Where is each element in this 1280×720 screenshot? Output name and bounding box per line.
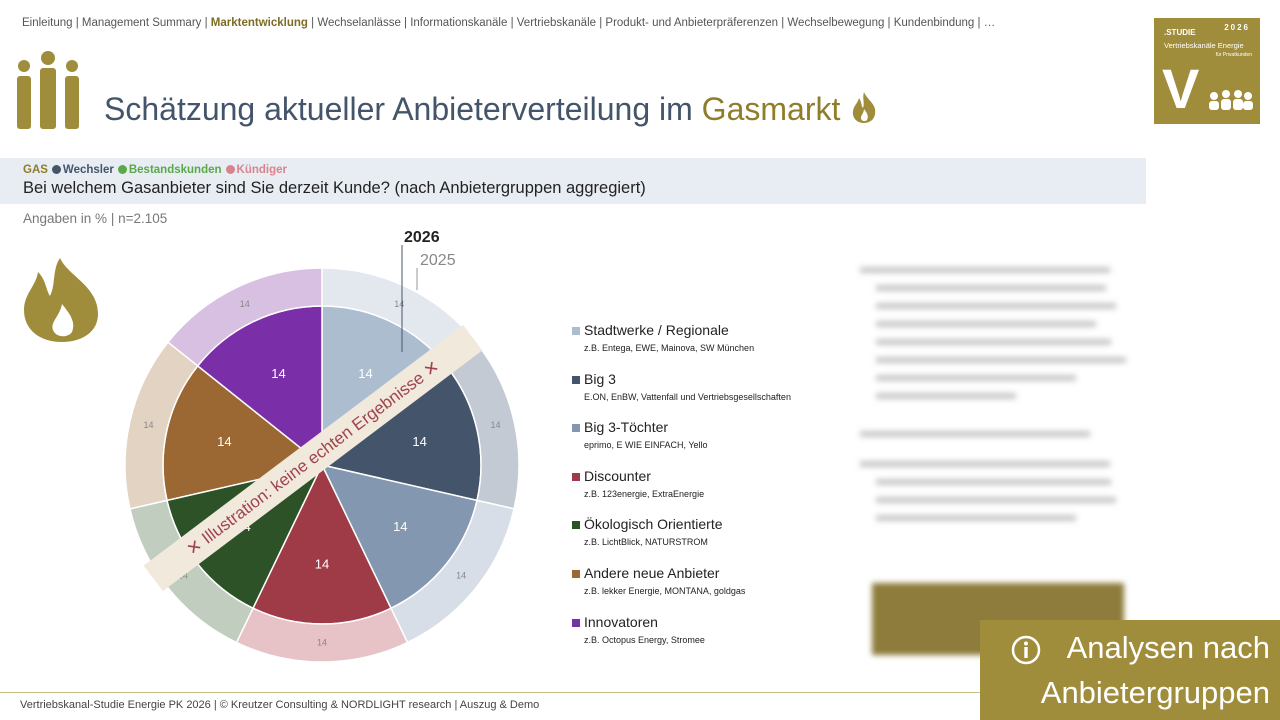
legend-label: Ökologisch Orientierte: [584, 516, 723, 533]
footer: Vertriebskanal-Studie Energie PK 2026 | …: [20, 699, 540, 711]
legend-label: Big 3: [584, 370, 616, 387]
legend-item: Big 3 E.ON, EnBW, Vattenfall und Vertrieb…: [572, 371, 791, 420]
legend-label: Innovatoren: [584, 613, 658, 630]
filter-dot: [51, 165, 61, 174]
cta-line: Analysen nach: [1066, 630, 1270, 665]
logo-people: [1209, 90, 1253, 110]
legend-example: E.ON, EnBW, Vattenfall und Vertriebsgese…: [584, 391, 791, 402]
footer-rule: [0, 692, 980, 693]
ring-slice: [166, 267, 323, 367]
filter-dot: [225, 165, 235, 174]
value-label: 14: [217, 434, 231, 449]
value-label: 14: [358, 366, 372, 381]
legend-example: z.B. Entega, EWE, Mainova, SW München: [584, 343, 755, 353]
title: Schätzung aktueller Anbieterverteilung i…: [104, 90, 879, 128]
value-label: 14: [240, 299, 250, 309]
filter-label: Kündiger: [236, 164, 288, 176]
cta-box[interactable]: Analysen nach Anbietergruppen: [980, 620, 1280, 720]
title-highlight: Gasmarkt: [701, 91, 841, 127]
legend-swatch: [572, 472, 580, 481]
filter: GAS Wechsler Bestandskunden Kündiger: [23, 164, 287, 176]
legend-item: Stadtwerke / Regionale z.B. Entega, EWE, …: [572, 322, 791, 371]
series-label: 2025: [420, 252, 456, 269]
value-label: 14: [315, 557, 329, 572]
legend-label: Discounter: [584, 467, 651, 484]
blurred-commentary: [860, 267, 1126, 655]
filter-label: Bestandskunden: [128, 164, 222, 176]
filter-label: Wechsler: [62, 164, 114, 176]
legend-item: Discounter z.B. 123energie, ExtraEnergie: [572, 468, 791, 517]
flame-small: [853, 92, 876, 123]
legend-swatch: [572, 424, 580, 433]
value-label: 14: [143, 420, 153, 430]
legend-swatch: [572, 569, 580, 578]
crumb-before: Einleitung | Management Summary |: [22, 17, 211, 29]
question-band: [0, 158, 1146, 204]
value-label: 14: [317, 637, 327, 647]
legend-swatch: [572, 521, 580, 530]
logo-kicker: .STUDIE: [1164, 28, 1196, 37]
logo-line2: für Privatkunden: [1215, 52, 1252, 58]
series-label: 2026: [404, 229, 440, 246]
people-icon: [17, 51, 79, 129]
legend-label: Big 3-Töchter: [584, 419, 669, 436]
legend-item: Big 3-Töchter eprimo, E WIE EINFACH, Yell…: [572, 419, 791, 468]
legend-item: Andere neue Anbieter z.B. lekker Energie,…: [572, 565, 791, 614]
legend-swatch: [572, 618, 580, 627]
filter-gas: GAS: [23, 164, 48, 176]
logo-letter: V: [1162, 57, 1200, 120]
flame-large: [24, 258, 98, 342]
logo-year: 2026: [1224, 23, 1250, 32]
title-main: Schätzung aktueller Anbieterverteilung i…: [104, 91, 702, 127]
legend-example: eprimo, E WIE EINFACH, Yello: [584, 440, 708, 451]
legend-example: z.B. 123energie, ExtraEnergie: [584, 488, 705, 499]
legend-example: z.B. LichtBlick, NATURSTROM: [584, 537, 708, 548]
breadcrumb: Einleitung | Management Summary | Markte…: [22, 17, 995, 29]
filter-group: Wechsler: [51, 164, 114, 176]
filter-group: Kündiger: [225, 164, 288, 176]
legend-item: Innovatoren z.B. Octopus Energy, Stromee: [572, 614, 791, 663]
info-icon: [1011, 635, 1041, 665]
value-label: 14: [412, 434, 426, 449]
legend-swatch: [572, 327, 580, 335]
logo-line1: Vertriebskanäle Energie: [1164, 41, 1244, 50]
crumb-active[interactable]: Marktentwicklung: [210, 17, 308, 29]
legend-swatch: [572, 375, 580, 384]
logo: .STUDIE 2026 Vertriebskanäle Energie für…: [1154, 18, 1260, 124]
value-label: 14: [394, 299, 404, 309]
question: Bei welchem Gasanbieter sind Sie derzeit…: [23, 179, 646, 197]
legend-label: Stadtwerke / Regionale: [584, 322, 729, 338]
base-note: Angaben in % | n=2.105: [23, 211, 168, 226]
legend-example: z.B. lekker Energie, MONTANA, goldgas: [584, 585, 746, 596]
filter-group: Bestandskunden: [117, 164, 222, 176]
value-label: 14: [271, 366, 285, 381]
legend-item: Ökologisch Orientierte z.B. LichtBlick, N…: [572, 516, 791, 565]
filter-dot: [117, 165, 127, 174]
stamp-bg: [143, 324, 483, 592]
crumb-after: | Wechselanlässe | Informationskanäle | …: [307, 17, 996, 29]
value-label: 14: [393, 519, 407, 534]
legend-example: z.B. Octopus Energy, Stromee: [584, 634, 705, 645]
legend-label: Andere neue Anbieter: [584, 564, 720, 581]
cta-line: Anbietergruppen: [1040, 675, 1270, 710]
value-label: 14: [456, 570, 466, 580]
legend: Stadtwerke / Regionale z.B. Entega, EWE, …: [572, 322, 791, 662]
value-label: 14: [491, 420, 501, 430]
